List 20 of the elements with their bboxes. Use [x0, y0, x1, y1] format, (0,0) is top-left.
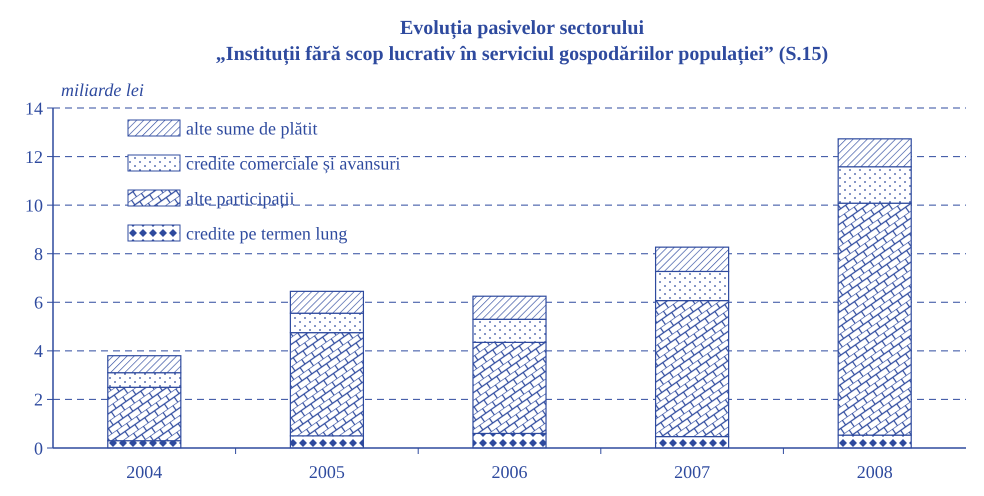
- legend-label: credite pe termen lung: [186, 223, 348, 244]
- x-tick-label: 2005: [308, 462, 345, 482]
- y-tick-label: 6: [34, 292, 43, 313]
- x-tick-label: 2004: [126, 462, 162, 482]
- y-tick-label: 10: [25, 195, 43, 216]
- y-tick-label: 12: [25, 146, 43, 167]
- legend-label: credite comerciale și avansuri: [186, 153, 400, 174]
- chart-title: Evoluția pasivelor sectorului: [400, 17, 644, 40]
- y-tick-label: 4: [34, 341, 43, 362]
- y-tick-label: 0: [34, 438, 43, 458]
- y-tick-label: 14: [25, 98, 43, 118]
- legend-label: alte participații: [186, 188, 294, 208]
- y-axis-title: miliarde lei: [61, 80, 144, 100]
- chart-subtitle: „Instituții fără scop lucrativ în serviciul gospodăriilor populației” (S.15): [216, 43, 828, 66]
- y-tick-label: 8: [34, 244, 43, 264]
- x-tick-label: 2007: [674, 462, 710, 482]
- x-tick-label: 2008: [856, 462, 893, 482]
- y-tick-label: 2: [34, 390, 43, 410]
- legend-label: alte sume de plătit: [186, 118, 318, 138]
- x-tick-label: 2006: [492, 462, 528, 482]
